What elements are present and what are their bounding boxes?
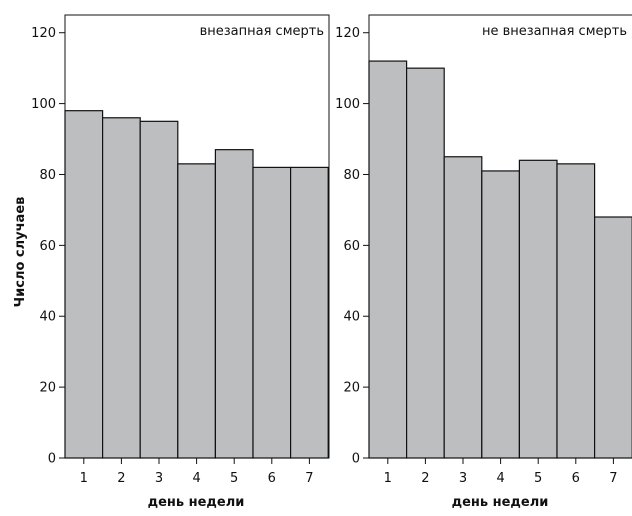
bar-7 <box>593 216 632 459</box>
x-tick-label: 1 <box>384 471 392 486</box>
x-axis: 1 2 3 4 5 6 7 <box>384 458 618 486</box>
panel-title: не внезапная смерть <box>482 24 627 39</box>
x-axis-title: день недели <box>148 495 245 510</box>
x-axis: 1 2 3 4 5 6 7 <box>80 458 314 486</box>
x-tick-label: 3 <box>459 471 467 486</box>
y-axis: 0 20 40 60 80 100 120 <box>335 26 369 467</box>
y-tick-label: 120 <box>31 26 56 41</box>
y-tick-label: 80 <box>343 168 360 183</box>
y-tick-label: 0 <box>48 452 56 467</box>
x-tick-label: 7 <box>609 471 617 486</box>
bar-2 <box>406 67 445 459</box>
bar-6 <box>252 166 292 459</box>
y-tick-label: 100 <box>31 97 56 112</box>
bar-5 <box>214 149 254 459</box>
bar-group <box>64 110 329 459</box>
panel-non-sudden: 0 20 40 60 80 100 120 1 2 3 4 5 6 7 не внезапная сме… <box>335 14 632 510</box>
y-tick-label: 20 <box>343 381 360 396</box>
x-tick-label: 3 <box>155 471 163 486</box>
bar-1 <box>368 60 408 459</box>
y-tick-label: 120 <box>335 26 360 41</box>
y-axis: 0 20 40 60 80 100 120 <box>31 26 65 467</box>
y-tick-label: 40 <box>343 310 360 325</box>
x-tick-label: 6 <box>572 471 580 486</box>
x-tick-label: 4 <box>496 471 504 486</box>
bar-7 <box>290 166 329 459</box>
bar-3 <box>139 120 179 459</box>
y-tick-label: 60 <box>39 239 56 254</box>
panel-title: внезапная смерть <box>200 24 324 39</box>
x-tick-label: 6 <box>268 471 276 486</box>
x-axis-title: день недели <box>452 495 549 510</box>
x-tick-label: 2 <box>421 471 429 486</box>
y-tick-label: 100 <box>335 97 360 112</box>
bar-4 <box>481 170 520 459</box>
x-tick-label: 7 <box>305 471 313 486</box>
y-tick-label: 80 <box>39 168 56 183</box>
y-tick-label: 0 <box>352 452 360 467</box>
panel-sudden: 0 20 40 60 80 100 120 1 2 3 4 5 6 7 внезапная смерть… <box>31 14 330 510</box>
x-tick-label: 1 <box>80 471 88 486</box>
bar-6 <box>556 163 596 459</box>
bar-3 <box>443 156 483 459</box>
y-tick-label: 60 <box>343 239 360 254</box>
bar-5 <box>518 159 558 459</box>
y-axis-title: Число случаев <box>13 197 28 308</box>
bar-2 <box>101 117 141 459</box>
x-tick-label: 5 <box>230 471 238 486</box>
x-tick-label: 2 <box>117 471 125 486</box>
y-tick-label: 20 <box>39 381 56 396</box>
x-tick-label: 4 <box>192 471 200 486</box>
y-tick-label: 40 <box>39 310 56 325</box>
bar-4 <box>177 163 217 459</box>
x-tick-label: 5 <box>534 471 542 486</box>
bar-group <box>368 60 632 459</box>
bar-1 <box>64 110 104 459</box>
